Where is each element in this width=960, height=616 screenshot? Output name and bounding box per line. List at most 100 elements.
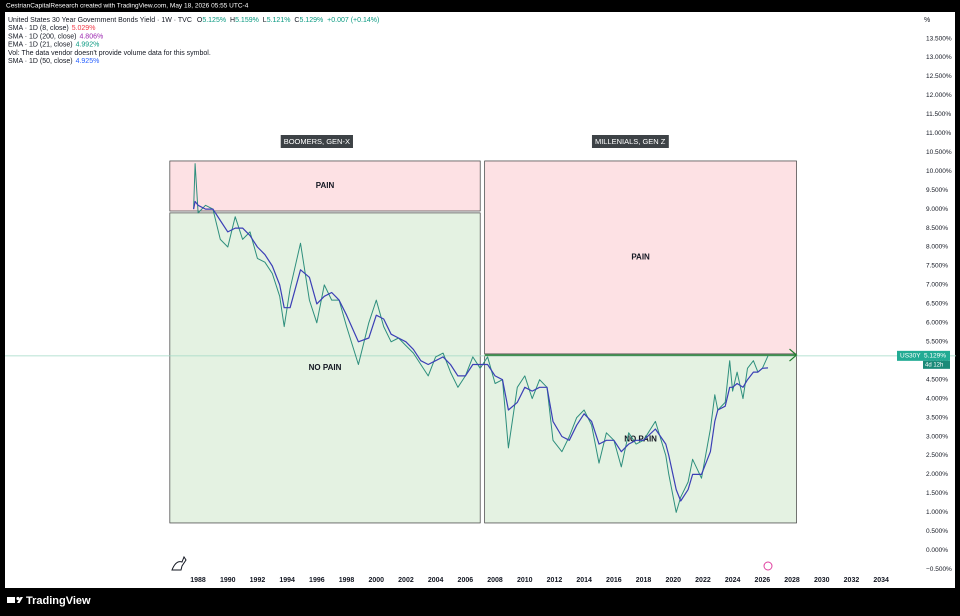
ohlc-value: 5.129%	[299, 17, 323, 24]
y-tick-label: 4.000%	[926, 395, 948, 402]
y-tick-label: 0.500%	[926, 528, 948, 535]
x-tick-label: 2002	[398, 577, 414, 584]
logo-mark	[16, 596, 20, 601]
y-tick-label: 7.500%	[926, 263, 948, 270]
x-tick-label: 1988	[190, 577, 206, 584]
change: +0.007 (+0.14%)	[327, 17, 379, 24]
zone-box	[169, 212, 481, 524]
indicator-line: EMA · 1D (21, close) 4.992%	[8, 41, 99, 48]
countdown: 4d 12h	[925, 362, 943, 368]
x-tick-label: 2006	[458, 577, 474, 584]
y-tick-label: 3.000%	[926, 433, 948, 440]
indicator-name: SMA · 1D (8, close)	[8, 25, 69, 32]
brand: TradingView	[26, 595, 91, 607]
ohlc-label: H	[230, 17, 235, 24]
x-tick-label: 1990	[220, 577, 236, 584]
y-tick-label: 5.500%	[926, 338, 948, 345]
y-tick-label: 12.500%	[926, 73, 952, 80]
y-tick-label: 9.000%	[926, 206, 948, 213]
trend-arrow	[789, 348, 798, 362]
x-tick-label: 2024	[725, 577, 741, 584]
indicator-name: SMA · 1D (50, close)	[8, 58, 73, 65]
price-line	[193, 163, 769, 513]
group-label: MILLENIALS, GEN Z	[595, 137, 666, 146]
event-icon	[763, 561, 773, 571]
indicator-line: Vol: The data vendor doesn't provide vol…	[8, 50, 211, 57]
indicator-name: SMA · 1D (200, close)	[8, 33, 76, 40]
y-tick-label: 13.500%	[926, 35, 952, 42]
y-tick-label: 8.500%	[926, 225, 948, 232]
x-tick-label: 2030	[814, 577, 830, 584]
zone-label: NO PAIN	[309, 363, 342, 372]
y-tick-label: 13.000%	[926, 54, 952, 61]
x-tick-label: 2026	[755, 577, 771, 584]
zone-label: PAIN	[631, 253, 650, 262]
x-tick-label: 2018	[636, 577, 652, 584]
x-tick-label: 2028	[784, 577, 800, 584]
y-tick-label: 6.000%	[926, 320, 948, 327]
indicator-name: EMA · 1D (21, close)	[8, 41, 73, 48]
y-tick-label: 9.500%	[926, 187, 948, 194]
y-axis-unit: %	[924, 17, 930, 24]
indicator-value: 4.992%	[76, 41, 100, 48]
ohlc-value: 5.159%	[235, 17, 259, 24]
x-tick-label: 2014	[576, 577, 592, 584]
x-tick-label: 2010	[517, 577, 533, 584]
ohlc-value: 5.121%	[267, 17, 291, 24]
y-tick-label: 6.500%	[926, 301, 948, 308]
price-tag-bg	[897, 350, 950, 361]
indicator-line: SMA · 1D (200, close) 4.806%	[8, 33, 103, 40]
moving-average-line	[193, 200, 769, 502]
x-tick-label: 1992	[250, 577, 266, 584]
zone-box	[484, 160, 797, 355]
y-tick-label: 7.000%	[926, 282, 948, 289]
ohlc-label: C	[294, 17, 299, 24]
symbol-line: United States 30 Year Government Bonds Y…	[8, 17, 379, 24]
logo	[7, 596, 23, 603]
y-tick-label: 10.500%	[926, 149, 952, 156]
group-label-bg	[591, 134, 669, 148]
ohlc-label: L	[263, 17, 267, 24]
symbol: United States 30 Year Government Bonds Y…	[8, 17, 192, 24]
y-tick-label: 11.000%	[926, 130, 951, 137]
zone-label: PAIN	[316, 181, 335, 190]
y-tick-label: 1.000%	[926, 509, 948, 516]
credit: CestrianCapitalResearch created with Tra…	[6, 3, 249, 10]
x-tick-label: 2020	[665, 577, 681, 584]
y-tick-label: 10.000%	[926, 168, 952, 175]
y-tick-label: 3.500%	[926, 414, 948, 421]
indicator-line: SMA · 1D (50, close) 4.925%	[8, 58, 99, 65]
x-tick-label: 1998	[339, 577, 355, 584]
y-tick-label: 12.000%	[926, 92, 952, 99]
y-tick-label: 2.000%	[926, 471, 948, 478]
y-tick-label: −0.500%	[926, 566, 952, 573]
ohlc-value: 5.125%	[202, 17, 226, 24]
indicator-line: SMA · 1D (8, close) 5.029%	[8, 25, 95, 32]
logo-mark	[7, 597, 15, 603]
y-tick-label: 8.000%	[926, 244, 948, 251]
indicator-name: Vol: The data vendor doesn't provide vol…	[8, 50, 211, 57]
y-tick-label: 4.500%	[926, 376, 948, 383]
zone-label: NO PAIN	[624, 434, 657, 443]
dino-icon	[171, 555, 187, 571]
group-label-bg	[280, 134, 353, 148]
countdown-bg	[923, 360, 950, 369]
price-tag-symbol: US30Y	[900, 353, 921, 360]
x-tick-label: 1994	[279, 577, 295, 584]
indicator-value: 4.925%	[76, 58, 100, 65]
ohlc-label: O	[197, 17, 203, 24]
group-label: BOOMERS, GEN-X	[284, 137, 350, 146]
y-tick-label: 2.500%	[926, 452, 948, 459]
y-tick-label: 0.000%	[926, 547, 948, 554]
indicator-value: 5.029%	[72, 25, 96, 32]
x-tick-label: 2008	[487, 577, 503, 584]
x-tick-label: 1996	[309, 577, 325, 584]
x-tick-label: 2004	[428, 577, 444, 584]
x-tick-label: 2022	[695, 577, 711, 584]
x-tick-label: 2032	[844, 577, 860, 584]
x-tick-label: 2012	[547, 577, 563, 584]
x-tick-label: 2016	[606, 577, 622, 584]
price-tag-value: 5.129%	[924, 353, 946, 360]
